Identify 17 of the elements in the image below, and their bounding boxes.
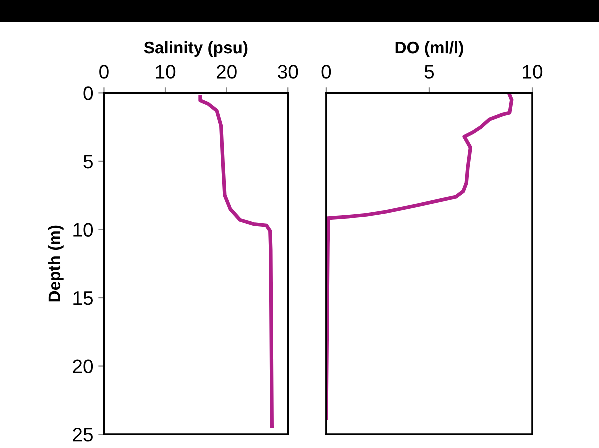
x-tick-label: 30 xyxy=(278,65,298,79)
y-tick-label: 25 xyxy=(73,428,93,442)
line-series xyxy=(198,95,274,428)
x-tick-label: 10 xyxy=(156,65,176,79)
x-tick-label: 20 xyxy=(216,65,237,79)
x-tick-label: 10 xyxy=(523,65,543,79)
x-tick-label: 0 xyxy=(322,65,332,79)
y-tick-label: 10 xyxy=(74,223,94,237)
y-tick-label: 5 xyxy=(84,155,93,169)
x-tick-label: 5 xyxy=(424,65,434,79)
y-axis-title: Depth (m) xyxy=(48,226,64,302)
x-axis-title: DO (ml/l) xyxy=(396,41,464,57)
y-tick-label: 15 xyxy=(74,292,93,306)
x-axis-title: Salinity (psu) xyxy=(144,41,248,57)
y-tick-label: 20 xyxy=(73,360,94,374)
y-tick-label: 0 xyxy=(84,86,94,100)
x-tick-label: 0 xyxy=(100,65,109,79)
